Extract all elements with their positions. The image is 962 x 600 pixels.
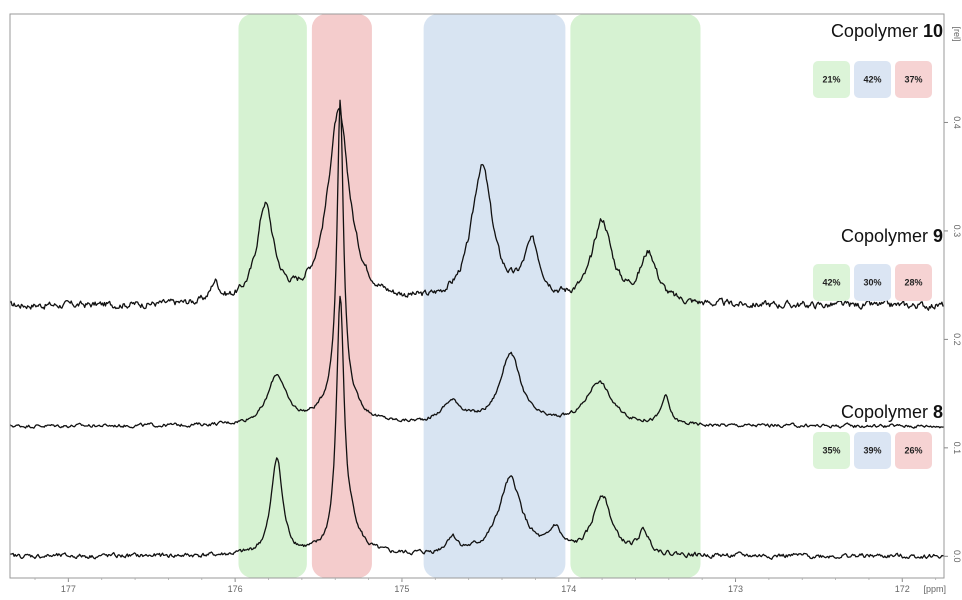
percentage-badge-8-2 xyxy=(854,432,891,469)
percentage-value-8-3: 26% xyxy=(904,446,922,456)
region-band-green-4 xyxy=(570,14,701,578)
percentage-value-8-1: 35% xyxy=(822,446,840,456)
x-tick-label-172: 172 xyxy=(895,584,910,594)
region-band-red-2 xyxy=(311,14,372,578)
x-tick-label-175: 175 xyxy=(394,584,409,594)
percentage-badge-9-3 xyxy=(895,264,932,301)
percentage-value-9-3: 28% xyxy=(904,278,922,288)
x-tick-label-177: 177 xyxy=(61,584,76,594)
x-tick-label-176: 176 xyxy=(228,584,243,594)
region-band-green-1 xyxy=(238,14,307,578)
copolymer-label-text: Copolymer xyxy=(841,402,933,422)
percentage-badge-8-1 xyxy=(813,432,850,469)
copolymer-label-number: 8 xyxy=(933,402,943,422)
copolymer-label-text: Copolymer xyxy=(841,226,933,246)
percentage-badge-10-1 xyxy=(813,61,850,98)
percentage-badge-8-3 xyxy=(895,432,932,469)
copolymer-label-number: 9 xyxy=(933,226,943,246)
spectrum-trace-copolymer-9 xyxy=(9,99,945,429)
y-tick-label-0.1: 0.1 xyxy=(952,442,962,455)
copolymer-label-text: Copolymer xyxy=(831,21,923,41)
spectrum-trace-copolymer-8 xyxy=(9,295,945,560)
region-band-blue-3 xyxy=(423,14,566,578)
percentage-badge-10-2 xyxy=(854,61,891,98)
y-tick-label-0.3: 0.3 xyxy=(952,225,962,238)
percentage-value-9-1: 42% xyxy=(822,278,840,288)
copolymer-label-number: 10 xyxy=(923,21,943,41)
percentage-value-10-1: 21% xyxy=(822,75,840,85)
percentage-badge-9-1 xyxy=(813,264,850,301)
x-unit-label: [ppm] xyxy=(923,584,946,594)
y-tick-label-0.2: 0.2 xyxy=(952,333,962,346)
copolymer-label-8: Copolymer 8 xyxy=(841,402,943,422)
y-unit-label: [rel] xyxy=(952,26,962,41)
copolymer-label-9: Copolymer 9 xyxy=(841,226,943,246)
plot-frame xyxy=(9,13,945,579)
copolymer-label-10: Copolymer 10 xyxy=(831,21,943,41)
percentage-value-10-2: 42% xyxy=(863,75,881,85)
percentage-badge-10-3 xyxy=(895,61,932,98)
x-tick-label-173: 173 xyxy=(728,584,743,594)
percentage-value-9-2: 30% xyxy=(863,278,881,288)
spectrum-trace-copolymer-10 xyxy=(9,107,945,311)
percentage-value-10-3: 37% xyxy=(904,75,922,85)
x-tick-label-174: 174 xyxy=(561,584,576,594)
y-tick-label-0.0: 0.0 xyxy=(952,550,962,563)
percentage-value-8-2: 39% xyxy=(863,446,881,456)
percentage-badge-9-2 xyxy=(854,264,891,301)
y-tick-label-0.4: 0.4 xyxy=(952,116,962,129)
